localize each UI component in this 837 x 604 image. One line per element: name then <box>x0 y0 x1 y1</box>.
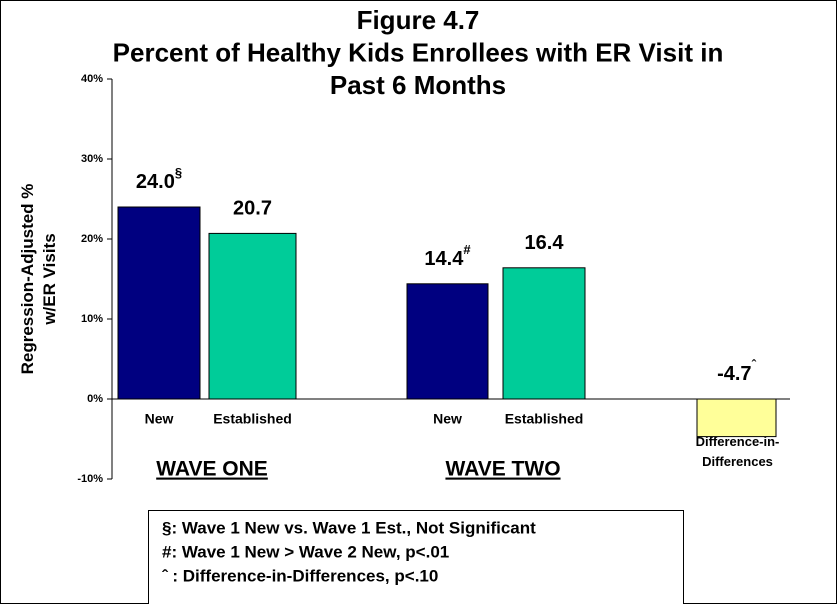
notes-box <box>148 510 684 604</box>
bar <box>208 232 297 400</box>
group-label: WAVE ONE <box>156 458 268 481</box>
value-label-text: 24.0 <box>136 171 175 193</box>
bar <box>406 283 489 400</box>
chart-title: Past 6 Months <box>330 70 506 100</box>
y-tick-label: 0% <box>87 393 103 405</box>
y-axis-label-line: w/ER Visits <box>40 233 59 325</box>
value-label: 20.7 <box>233 198 272 220</box>
value-label-superscript: ˆ <box>752 357 757 372</box>
note: #: Wave 1 New > Wave 2 New, p<.01 <box>162 542 449 561</box>
value-label: -4.7ˆ <box>717 357 756 385</box>
y-tick-label: -10% <box>77 473 103 485</box>
value-label: 16.4 <box>525 232 565 254</box>
x-tick-label: New <box>145 411 174 427</box>
x-tick-label: New <box>433 411 462 427</box>
value-label: 24.0§ <box>136 165 182 193</box>
y-tick-label: 20% <box>81 233 103 245</box>
y-tick-label: 10% <box>81 313 103 325</box>
value-label: 14.4# <box>424 242 471 270</box>
value-label-text: 16.4 <box>525 232 565 254</box>
x-tick-label-line: Difference-in- <box>696 434 780 449</box>
y-tick-label: 40% <box>81 73 103 85</box>
note: §: Wave 1 New vs. Wave 1 Est., Not Signi… <box>162 518 536 537</box>
x-tick-label-line: Differences <box>702 454 773 469</box>
y-axis-label-line: Regression-Adjusted % <box>18 184 37 375</box>
bar <box>117 206 201 400</box>
x-tick-label: Established <box>505 411 584 427</box>
chart-title: Percent of Healthy Kids Enrollees with E… <box>113 37 724 67</box>
bar <box>696 398 777 438</box>
x-tick-label: Difference-in- Differences <box>696 434 780 469</box>
note: ˆ : Difference-in-Differences, p<.10 <box>162 566 438 585</box>
value-label-superscript: § <box>175 165 182 180</box>
value-label-text: -4.7 <box>717 363 751 385</box>
y-axis-label: Regression-Adjusted % w/ER Visits <box>18 184 59 375</box>
bar <box>502 267 586 400</box>
group-label: WAVE TWO <box>445 458 560 481</box>
x-tick-label: Established <box>213 411 292 427</box>
value-label-text: 14.4 <box>424 248 464 270</box>
value-label-text: 20.7 <box>233 198 272 220</box>
value-label-superscript: # <box>463 242 471 257</box>
y-tick-label: 30% <box>81 153 103 165</box>
chart-title: Figure 4.7 <box>357 5 480 35</box>
